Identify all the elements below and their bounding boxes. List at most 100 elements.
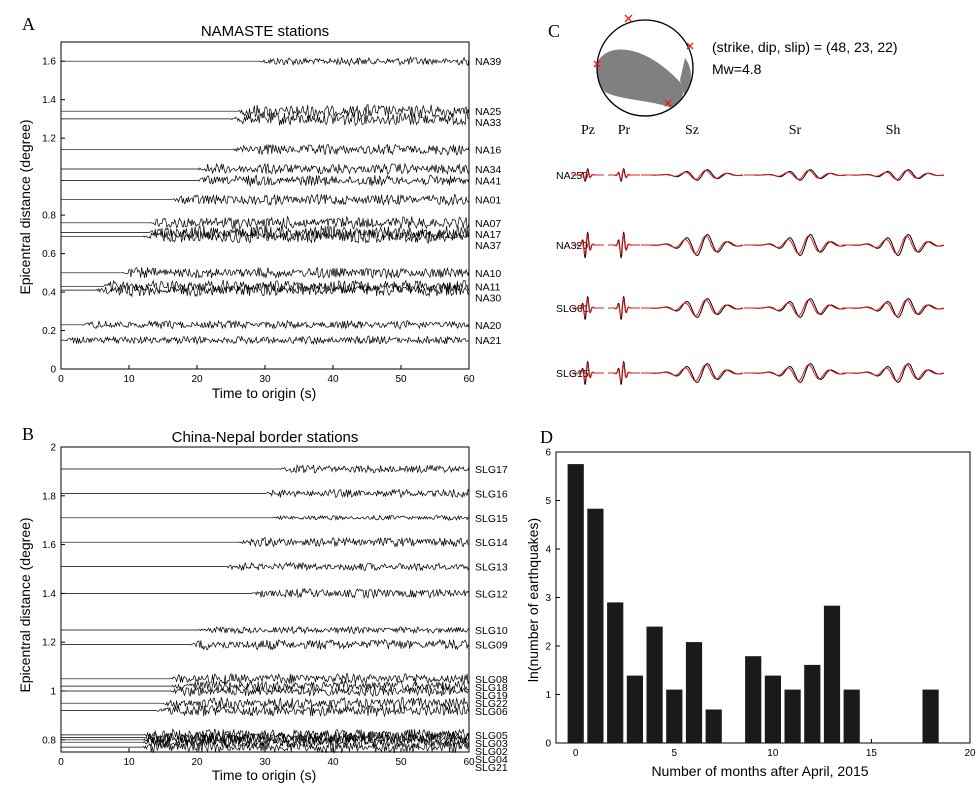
panel-b-trace-slg22 xyxy=(61,696,470,711)
panel-d-xtick-label: 10 xyxy=(767,748,779,759)
panel-b-ytick-label: 1.6 xyxy=(42,540,56,551)
panel-a-trace-na10 xyxy=(61,266,470,279)
bar-month-10 xyxy=(764,675,781,743)
panel-letter-b: B xyxy=(22,424,34,444)
panel-a-xtick-label: 30 xyxy=(259,374,271,385)
panel-a-trace-na37 xyxy=(61,229,470,245)
component-header-sh: Sh xyxy=(886,123,901,138)
panel-b-trace-slg17 xyxy=(61,464,470,474)
bar-month-18 xyxy=(922,689,939,743)
panel-b-trace-slg18 xyxy=(61,680,470,693)
waveform-na320-sr-synthetic xyxy=(744,235,847,255)
panel-d-ytick-label: 4 xyxy=(545,545,551,556)
panel-a-ylabel: Epicentral distance (degree) xyxy=(17,119,33,294)
panel-a-station-label-na30: NA30 xyxy=(475,292,501,304)
panel-b-station-label-slg15: SLG15 xyxy=(475,513,508,525)
panel-a-ytick-label: 0.8 xyxy=(42,211,56,222)
panel-b-station-label-slg09: SLG09 xyxy=(475,640,508,652)
panel-d-xtick-label: 20 xyxy=(964,748,976,759)
bar-month-0 xyxy=(567,464,584,743)
panel-b-xtick-label: 20 xyxy=(191,757,203,768)
panel-d-ytick-label: 6 xyxy=(545,448,551,459)
panel-a-station-label-na21: NA21 xyxy=(475,335,501,347)
panel-b-trace-slg13 xyxy=(61,561,470,572)
panel-d-ytick-label: 1 xyxy=(545,690,551,701)
waveform-slg15-pz-synthetic xyxy=(572,362,604,383)
panel-b-station-label-slg19: SLG19 xyxy=(475,690,508,702)
panel-a-station-label-na33: NA33 xyxy=(475,117,501,129)
panel-b-trace-slg02 xyxy=(61,733,470,747)
panel-b-xtick-label: 40 xyxy=(327,757,339,768)
panel-a-trace-na17 xyxy=(61,225,470,240)
panel-b-china-nepal: China-Nepal border stations Time to orig… xyxy=(17,429,508,783)
panel-b-trace-slg14 xyxy=(61,536,470,548)
panel-a-xtick-label: 0 xyxy=(58,374,64,385)
panel-b-xtick-label: 30 xyxy=(259,757,271,768)
waveform-na250-sz-synthetic xyxy=(641,169,744,180)
panel-a-station-label-na17: NA17 xyxy=(475,229,501,241)
panel-b-station-label-slg06: SLG06 xyxy=(475,706,508,718)
waveform-na320-sz-synthetic xyxy=(641,235,744,255)
panel-d-axes: 0 5 10 15 20 0 1 2 3 4 5 6 xyxy=(545,448,976,760)
station-label-na250: NA250 xyxy=(556,170,588,182)
panel-b-station-label-slg05: SLG05 xyxy=(475,730,508,742)
station-marks xyxy=(593,14,694,107)
station-label-slg01: SLG01 xyxy=(556,303,589,315)
panel-d-xtick-label: 15 xyxy=(866,748,878,759)
waveform-na250-pz-synthetic xyxy=(572,169,604,181)
bar-month-3 xyxy=(626,675,643,743)
component-header-pr: Pr xyxy=(618,123,631,138)
waveform-slg01-pz-synthetic xyxy=(572,297,604,318)
panel-a-station-label-na20: NA20 xyxy=(475,320,501,332)
panel-a-station-label-na11: NA11 xyxy=(475,281,501,293)
panel-letter-d: D xyxy=(540,427,553,447)
panel-a-station-label-na25: NA25 xyxy=(475,106,501,118)
panel-a-trace-na34 xyxy=(61,162,470,175)
panel-b-station-label-slg02: SLG02 xyxy=(475,746,508,758)
waveform-slg01-sz-synthetic xyxy=(641,299,744,317)
bar-month-6 xyxy=(685,642,703,743)
panel-a-trace-na25 xyxy=(61,104,470,119)
panel-a-trace-na39 xyxy=(61,55,470,67)
waveform-na250-sr-synthetic xyxy=(744,169,847,180)
waveform-slg15-sr-synthetic xyxy=(744,364,847,382)
panel-d-bars xyxy=(567,464,939,743)
panel-a-xtick-label: 40 xyxy=(327,374,339,385)
bar-month-2 xyxy=(607,602,624,743)
bar-month-4 xyxy=(646,626,663,743)
component-header-sz: Sz xyxy=(685,123,699,138)
panel-b-station-label-slg04: SLG04 xyxy=(475,754,508,766)
panel-a-ytick-label: 1.6 xyxy=(42,57,56,68)
panel-a-frame xyxy=(60,41,470,370)
panel-b-station-label-slg12: SLG12 xyxy=(475,588,508,600)
panel-c-waveform-fit: (strike, dip, slip) = (48, 23, 22) Mw=4.… xyxy=(556,14,945,386)
panel-b-title: China-Nepal border stations xyxy=(172,429,359,446)
panel-b-ytick-label: 1.8 xyxy=(42,491,56,502)
panel-a-ytick-label: 0.4 xyxy=(42,288,56,299)
waveform-slg01-sr-synthetic xyxy=(744,299,847,317)
waveform-na320-pz-synthetic xyxy=(572,234,604,256)
bar-month-1 xyxy=(587,508,604,743)
panel-b-ytick-label: 2 xyxy=(50,443,56,454)
panel-a-station-label-na41: NA41 xyxy=(475,175,501,187)
panel-d-ytick-label: 0 xyxy=(545,739,551,750)
panel-b-xlabel: Time to origin (s) xyxy=(212,767,317,783)
panel-a-station-label-na16: NA16 xyxy=(475,145,501,157)
panel-a-trace-na21 xyxy=(61,335,470,346)
station-label-slg15: SLG15 xyxy=(556,368,589,380)
component-header-sr: Sr xyxy=(789,123,802,138)
panel-b-trace-slg03 xyxy=(61,730,470,744)
waveform-na320-sh-synthetic xyxy=(842,235,945,255)
panel-a-trace-na41 xyxy=(61,174,470,188)
panel-d-histogram: Number of months after April, 2015 ln(nu… xyxy=(525,448,976,780)
panel-d-ytick-label: 2 xyxy=(545,642,551,653)
panel-b-trace-slg04 xyxy=(61,735,470,750)
panel-b-ytick-label: 1 xyxy=(50,687,56,698)
panel-b-station-label-slg03: SLG03 xyxy=(475,738,508,750)
magnitude-text: Mw=4.8 xyxy=(712,61,762,77)
panel-b-xtick-label: 50 xyxy=(395,757,407,768)
bar-month-9 xyxy=(745,656,762,743)
panel-d-xtick-label: 0 xyxy=(573,748,579,759)
panel-a-ytick-label: 0.6 xyxy=(42,249,56,260)
